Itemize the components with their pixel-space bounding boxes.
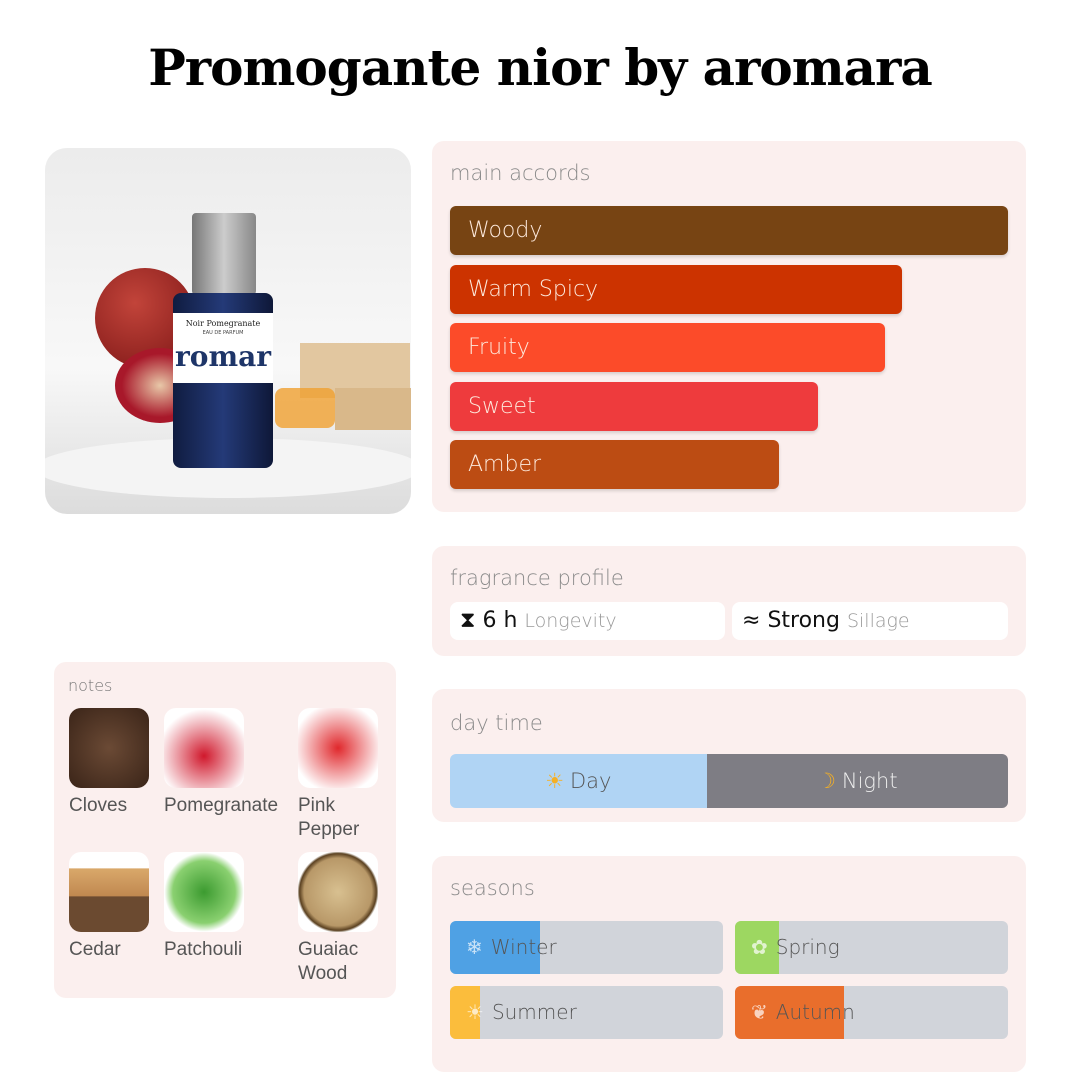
season-label: Spring — [775, 935, 840, 959]
fragrance-profile-card: fragrance profile ⧗ 6 h Longevity ≈ Stro… — [432, 546, 1026, 656]
note-label: Cloves — [69, 795, 128, 816]
label-name: Noir Pomegranate — [185, 319, 261, 328]
day-time-card: day time ☀ Day ☽ Night — [432, 689, 1026, 822]
season-label: Autumn — [775, 1000, 855, 1024]
season-fill — [450, 986, 481, 1039]
hourglass-icon: ⧗ — [460, 608, 476, 633]
guaiac-wood-image — [298, 852, 378, 932]
daytime-bar: ☀ Day ☽ Night — [450, 754, 1008, 808]
note-pink-pepper[interactable]: Pink Pepper — [298, 708, 408, 842]
night-segment: ☽ Night — [706, 754, 1008, 808]
label-type: EAU DE PARFUM — [202, 330, 244, 336]
season-label-wrap: ❦ Autumn — [751, 986, 855, 1039]
cedar-image — [69, 852, 149, 932]
snowflake-icon: ❄ — [466, 935, 483, 959]
note-label: Pink Pepper — [298, 795, 360, 840]
brand-text: romar — [175, 340, 271, 373]
product-image: Noir Pomegranate EAU DE PARFUM romar — [45, 148, 411, 514]
main-accords-card: main accords Woody Warm Spicy Fruity Sweet A… — [432, 141, 1026, 512]
season-fill — [450, 921, 541, 974]
profile-title: fragrance profile — [450, 566, 624, 590]
leaf-icon: ❦ — [751, 1000, 768, 1024]
season-label: Winter — [490, 935, 557, 959]
season-label: Summer — [491, 1000, 577, 1024]
note-label: Pomegranate — [164, 795, 279, 816]
notes-card: notes Cloves Pomegranate Pink Pepper Cedar P… — [54, 662, 396, 998]
bottle-cap — [192, 213, 256, 295]
sun-icon: ☀ — [545, 769, 565, 793]
notes-title: notes — [68, 676, 113, 695]
note-guaiac-wood[interactable]: Guaiac Wood — [298, 852, 408, 986]
note-cloves[interactable]: Cloves — [69, 708, 179, 818]
season-winter: ❄ Winter — [450, 921, 723, 974]
page-title: Promogante nior by aromara — [148, 38, 933, 97]
waves-icon: ≈ — [742, 608, 761, 633]
accord-bar-amber: Amber — [450, 440, 780, 489]
sillage-pill: ≈ Strong Sillage — [732, 602, 1008, 640]
note-label: Guaiac Wood — [298, 939, 359, 984]
note-cedar[interactable]: Cedar — [69, 852, 179, 962]
accord-bar-fruity: Fruity — [450, 323, 886, 372]
accord-bar-woody: Woody — [450, 206, 1008, 255]
longevity-value: 6 h — [482, 608, 518, 633]
accord-bar-sweet: Sweet — [450, 381, 819, 431]
note-label: Cedar — [69, 939, 121, 960]
moon-icon: ☽ — [817, 769, 836, 793]
day-label: Day — [570, 769, 612, 793]
daytime-title: day time — [450, 711, 543, 735]
season-fill — [735, 921, 779, 974]
longevity-pill: ⧗ 6 h Longevity — [450, 602, 725, 640]
accord-label: Warm Spicy — [468, 276, 599, 302]
blossom-icon: ✿ — [751, 935, 768, 959]
seasons-title: seasons — [450, 876, 535, 900]
pomegranate-image — [164, 708, 244, 788]
season-autumn: ❦ Autumn — [735, 986, 1008, 1039]
day-segment: ☀ Day — [450, 754, 707, 808]
patchouli-image — [164, 852, 244, 932]
season-label-wrap: ❄ Winter — [466, 921, 557, 974]
pink-pepper-image — [298, 708, 378, 788]
sillage-label: Sillage — [846, 610, 910, 632]
season-fill — [735, 986, 845, 1039]
night-label: Night — [841, 769, 898, 793]
sun-icon: ☀ — [466, 1000, 484, 1024]
season-spring: ✿ Spring — [735, 921, 1008, 974]
cloves-image — [69, 708, 149, 788]
accord-bar-warm-spicy: Warm Spicy — [450, 264, 902, 314]
accord-label: Amber — [468, 452, 542, 477]
accord-label: Woody — [468, 218, 543, 243]
season-label-wrap: ☀ Summer — [466, 986, 577, 1039]
note-label: Patchouli — [164, 939, 243, 960]
longevity-label: Longevity — [524, 610, 617, 632]
note-patchouli[interactable]: Patchouli — [164, 852, 274, 962]
accord-label: Fruity — [468, 335, 530, 360]
season-label-wrap: ✿ Spring — [751, 921, 840, 974]
accords-title: main accords — [450, 161, 591, 185]
seasons-card: seasons ❄ Winter ✿ Spring ☀ Summer ❦ Autumn — [432, 856, 1026, 1072]
note-pomegranate[interactable]: Pomegranate — [164, 708, 278, 818]
accord-label: Sweet — [468, 393, 536, 419]
sillage-value: Strong — [767, 608, 840, 633]
season-summer: ☀ Summer — [450, 986, 723, 1039]
